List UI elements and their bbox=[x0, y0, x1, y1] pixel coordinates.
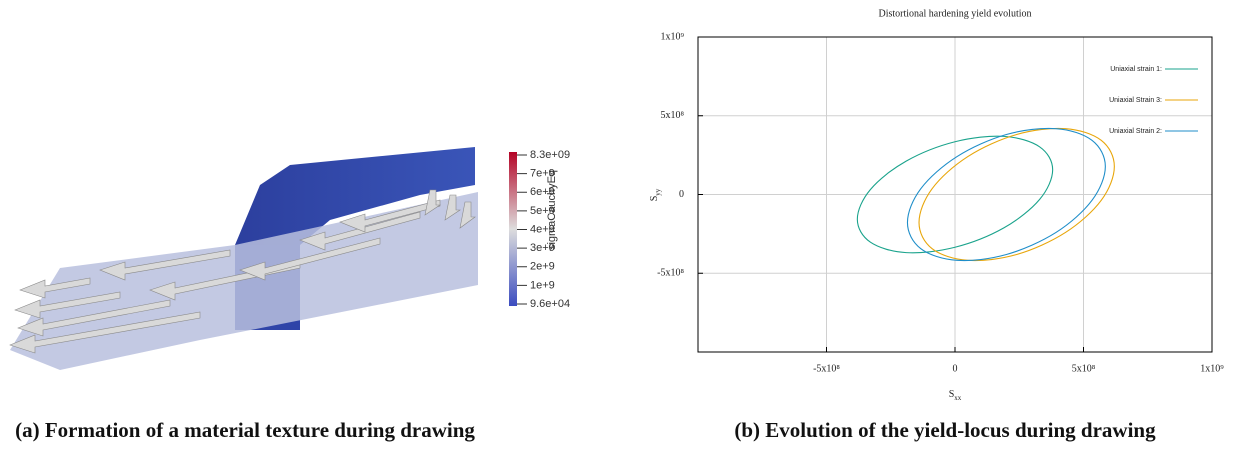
colorbar-label: 9.6e+04 bbox=[530, 298, 570, 310]
legend-label: Uniaxial Strain 2: bbox=[1109, 128, 1162, 135]
legend-label: Uniaxial Strain 3: bbox=[1109, 97, 1162, 104]
colorbar-label: 6e+9 bbox=[530, 186, 555, 198]
y-axis-label: Syy bbox=[649, 188, 661, 201]
colorbar-labels: 8.3e+09 7e+9 6e+9 5e+9 4e+9 3e+9 2e+9 1e+9 9.6e+… bbox=[517, 149, 570, 310]
colorbar-label: 5e+9 bbox=[530, 205, 555, 217]
y-tick-label: 0 bbox=[679, 189, 684, 200]
colorbar bbox=[509, 152, 517, 306]
chart-title: Distortional hardening yield evolution bbox=[878, 8, 1031, 19]
plot: -5x10⁸ 0 5x10⁸ 1x10⁹ 1x10⁹ 5x10⁸ 0 -5x10⁸ Uniaxi… bbox=[657, 31, 1224, 374]
colorbar-label: 4e+9 bbox=[530, 223, 555, 235]
x-tick-label: -5x10⁸ bbox=[813, 363, 840, 374]
caption: (b) Evolution of the yield-locus during … bbox=[734, 418, 1156, 442]
colorbar-label: 7e+9 bbox=[530, 168, 555, 180]
figure: sigmaCauchyEq 8.3e+09 7e+9 6e+9 5e+9 4e+9 3e+… bbox=[0, 0, 1236, 465]
y-tick-label: 1x10⁹ bbox=[661, 31, 685, 42]
colorbar-label: 3e+9 bbox=[530, 242, 555, 254]
x-tick-label: 5x10⁸ bbox=[1072, 363, 1096, 374]
caption: (a) Formation of a material texture duri… bbox=[15, 418, 475, 442]
x-axis-label: Sxx bbox=[949, 389, 962, 401]
x-tick-label: 0 bbox=[953, 363, 958, 374]
x-tick-label: 1x10⁹ bbox=[1200, 363, 1224, 374]
y-tick-label: 5x10⁸ bbox=[661, 110, 685, 121]
render-3d: sigmaCauchyEq bbox=[10, 147, 558, 370]
y-tick-label: -5x10⁸ bbox=[657, 268, 684, 279]
colorbar-label: 8.3e+09 bbox=[530, 149, 570, 161]
colorbar-label: 1e+9 bbox=[530, 279, 555, 291]
colorbar-label: 2e+9 bbox=[530, 261, 555, 273]
legend-label: Uniaxial strain 1: bbox=[1110, 66, 1162, 73]
